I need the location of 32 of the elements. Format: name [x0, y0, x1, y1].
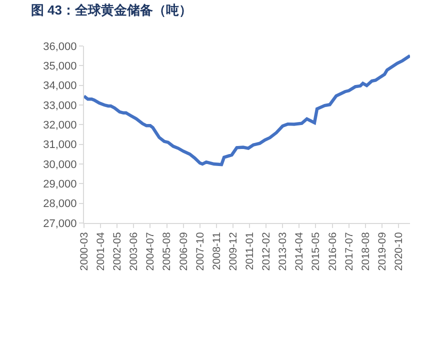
x-tick-label: 2009-12 — [227, 232, 240, 271]
y-tick-label: 35,000 — [43, 60, 77, 73]
y-tick-label: 27,000 — [43, 218, 77, 230]
x-tick-label: 2003-06 — [128, 232, 140, 271]
y-tick-label: 33,000 — [43, 100, 77, 112]
y-tick-label: 30,000 — [43, 158, 77, 171]
y-tick-label: 31,000 — [43, 139, 77, 152]
x-tick-label: 2005-08 — [161, 232, 174, 271]
x-tick-label: 2020-10 — [392, 232, 405, 271]
x-tick-label: 2000-03 — [78, 232, 90, 271]
x-tick-label: 2017-07 — [343, 232, 356, 271]
x-tick-label: 2001-04 — [94, 232, 107, 271]
x-tick-label: 2004-07 — [144, 232, 157, 271]
x-tick-label: 2011-01 — [244, 232, 256, 270]
y-tick-label: 32,000 — [43, 120, 77, 132]
y-tick-label: 36,000 — [43, 40, 77, 53]
y-tick-label: 28,000 — [43, 198, 77, 210]
x-tick-label: 2015-05 — [310, 232, 322, 271]
y-tick-label: 34,000 — [43, 80, 77, 92]
x-tick-label: 2013-03 — [277, 232, 290, 271]
x-tick-label: 2002-05 — [112, 232, 124, 271]
x-tick-label: 2016-06 — [326, 232, 339, 271]
x-tick-label: 2019-09 — [376, 232, 388, 271]
line-series — [84, 54, 410, 166]
y-tick-label: 29,000 — [43, 178, 77, 191]
x-tick-label: 2008-11 — [210, 232, 223, 270]
x-tick-label: 2018-08 — [360, 232, 372, 271]
x-tick-label: 2007-10 — [194, 232, 206, 271]
x-tick-label: 2014-04 — [294, 232, 306, 271]
chart-title: 图 43：全球黄金储备（吨） — [30, 2, 192, 18]
x-tick-label: 2012-02 — [260, 232, 273, 271]
x-tick-label: 2006-09 — [178, 232, 190, 271]
